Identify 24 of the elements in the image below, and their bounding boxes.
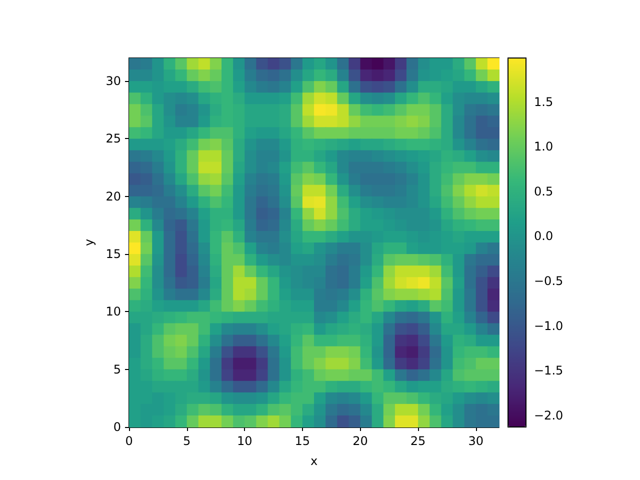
color-bar-label: −2.0: [534, 408, 564, 422]
y-tick-label: 25: [106, 132, 121, 146]
x-tick-label: 20: [352, 434, 368, 448]
y-tick-label: 5: [113, 362, 121, 376]
x-tick-label: 25: [410, 434, 426, 448]
x-axis-title: x: [310, 454, 318, 468]
y-axis-title: y: [82, 238, 96, 246]
x-tick-label: 15: [294, 434, 310, 448]
x-tick-label: 5: [182, 434, 191, 448]
x-tick-label: 0: [125, 434, 133, 448]
y-tick-label: 30: [106, 74, 121, 88]
color-bar-label: 1.0: [534, 140, 554, 154]
x-tick-label: 10: [236, 434, 252, 448]
y-tick-label: 0: [113, 420, 121, 434]
color-bar-label: 0.0: [534, 229, 554, 244]
color-bar-label: −1.5: [534, 364, 564, 378]
x-tick-label: 30: [468, 434, 484, 448]
color-bar-label: 1.5: [534, 94, 554, 109]
color-bar-label: 0.5: [534, 184, 554, 198]
color-bar-label: −0.5: [534, 274, 564, 288]
color-bar-label: −1.0: [534, 318, 564, 333]
y-tick-label: 20: [106, 189, 121, 204]
y-tick-label: 10: [106, 304, 121, 319]
y-tick-label: 15: [106, 247, 121, 262]
